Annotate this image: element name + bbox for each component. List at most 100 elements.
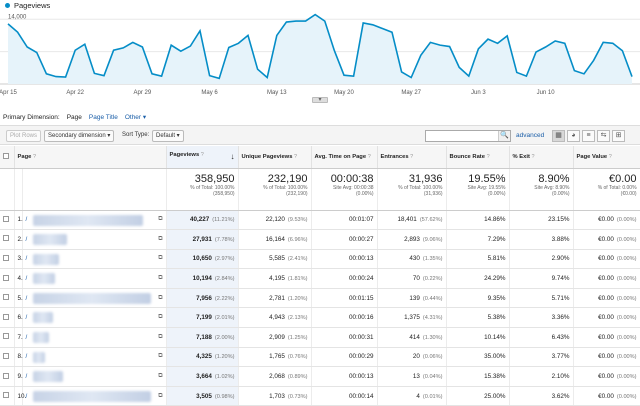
page-cell[interactable]: / ⧉	[22, 288, 167, 309]
advanced-filter-link[interactable]: advanced	[516, 132, 545, 139]
header-checkbox-cell[interactable]	[0, 146, 15, 169]
table-search-input[interactable]: 🔍	[425, 130, 511, 142]
header-exit[interactable]: % Exit ?	[509, 146, 574, 169]
page-cell[interactable]: / ⧉	[22, 229, 167, 250]
header-avg-time[interactable]: Avg. Time on Page ?	[311, 146, 378, 169]
performance-view-icon[interactable]: ≡	[582, 130, 595, 142]
help-icon[interactable]: ?	[486, 153, 490, 160]
open-page-icon[interactable]: ⧉	[158, 294, 163, 301]
table-row[interactable]: 7. / ⧉ 7,188 (2.00%) 2,909 (1.25%) 00:00:31 414(…	[0, 327, 640, 348]
row-checkbox[interactable]	[3, 254, 9, 261]
row-checkbox[interactable]	[3, 313, 9, 320]
chart-legend[interactable]: Pageviews	[5, 1, 50, 10]
page-link[interactable]: /	[25, 235, 28, 243]
header-entrances[interactable]: Entrances ?	[377, 146, 447, 169]
help-icon[interactable]: ?	[32, 153, 37, 160]
search-icon[interactable]: 🔍	[498, 131, 510, 141]
row-checkbox-cell[interactable]	[0, 386, 15, 406]
page-cell[interactable]: / ⧉	[22, 249, 167, 270]
data-view-icon[interactable]: ▦	[552, 130, 565, 142]
row-checkbox[interactable]	[3, 235, 9, 242]
open-page-icon[interactable]: ⧉	[158, 255, 163, 262]
comparison-view-icon[interactable]: ⇆	[597, 130, 610, 142]
page-cell[interactable]: / ⧉	[22, 366, 167, 387]
help-icon[interactable]: ?	[294, 153, 298, 160]
row-checkbox[interactable]	[3, 274, 9, 281]
page-cell[interactable]: / ⧉	[22, 347, 167, 368]
page-link[interactable]: /	[25, 353, 28, 361]
help-icon[interactable]: ?	[531, 153, 535, 160]
row-checkbox[interactable]	[3, 352, 9, 359]
table-row[interactable]: 4. / ⧉ 10,194 (2.84%) 4,195 (1.81%) 00:00:24 70(…	[0, 268, 640, 289]
page-cell[interactable]: / ⧉	[22, 386, 167, 406]
open-page-icon[interactable]: ⧉	[158, 216, 163, 223]
table-row[interactable]: 6. / ⧉ 7,199 (2.01%) 4,943 (2.13%) 00:00:16 1,37…	[0, 307, 640, 329]
table-row[interactable]: 1. / ⧉ 40,227 (11.21%) 22,120 (9.53%) 00:01:07 1…	[0, 210, 640, 231]
table-row[interactable]: 8. / ⧉ 4,325 (1.20%) 1,765 (0.76%) 00:00:29 20 (0…	[0, 347, 640, 368]
table-row[interactable]: 10. / ⧉ 3,505 (0.98%) 1,703 (0.73%) 00:00:14 4 (0…	[0, 386, 640, 406]
pageviews-value: 7,188	[196, 333, 212, 341]
page-link[interactable]: /	[25, 333, 28, 341]
table-row[interactable]: 2. / ⧉ 27,931 (7.78%) 16,164 (6.96%) 00:00:27 2,…	[0, 229, 640, 250]
page-link[interactable]: /	[25, 216, 28, 224]
row-checkbox-cell[interactable]	[0, 268, 15, 289]
page-cell[interactable]: / ⧉	[22, 327, 167, 348]
plot-rows-button[interactable]: Plot Rows	[6, 130, 42, 142]
help-icon[interactable]: ?	[200, 152, 204, 159]
row-checkbox[interactable]	[3, 333, 9, 340]
row-checkbox-cell[interactable]	[0, 229, 15, 250]
help-icon[interactable]: ?	[410, 153, 414, 160]
redacted-page-path	[32, 390, 151, 402]
select-all-checkbox[interactable]	[3, 152, 9, 159]
header-page[interactable]: Page ?	[14, 146, 167, 169]
page-link[interactable]: /	[25, 294, 28, 302]
table-row[interactable]: 9. / ⧉ 3,664 (1.02%) 2,068 (0.89%) 00:00:13 13 (0…	[0, 366, 640, 387]
page-link[interactable]: /	[25, 314, 28, 322]
row-checkbox-cell[interactable]	[0, 327, 15, 348]
open-page-icon[interactable]: ⧉	[158, 353, 163, 360]
open-page-icon[interactable]: ⧉	[158, 314, 163, 321]
open-page-icon[interactable]: ⧉	[158, 235, 163, 242]
chart-expand-handle[interactable]: ▾	[312, 97, 328, 103]
page-link[interactable]: /	[25, 275, 28, 283]
header-bounce-rate[interactable]: Bounce Rate ?	[446, 146, 510, 169]
row-number: 6.	[14, 307, 23, 329]
row-checkbox[interactable]	[3, 392, 9, 399]
pivot-view-icon[interactable]: ⊞	[612, 130, 625, 142]
row-checkbox-cell[interactable]	[0, 307, 15, 329]
row-checkbox[interactable]	[3, 294, 9, 301]
row-checkbox-cell[interactable]	[0, 210, 15, 231]
primary-dimension-label: Primary Dimension:	[3, 113, 60, 121]
dimension-page[interactable]: Page	[66, 113, 82, 121]
row-checkbox[interactable]	[3, 215, 9, 222]
page-link[interactable]: /	[25, 255, 28, 263]
dimension-page-title[interactable]: Page Title	[88, 113, 118, 121]
row-checkbox-cell[interactable]	[0, 366, 15, 387]
page-link[interactable]: /	[25, 373, 28, 381]
dimension-other-dropdown[interactable]: Other ▾	[124, 114, 147, 121]
row-checkbox-cell[interactable]	[0, 288, 15, 309]
sort-descending-icon[interactable]: ↓	[230, 152, 235, 162]
percentage-view-icon[interactable]: ◕	[567, 130, 580, 142]
page-cell[interactable]: / ⧉	[22, 210, 167, 231]
sort-type-dropdown[interactable]: Default ▾	[152, 130, 184, 142]
table-row[interactable]: 5. / ⧉ 7,956 (2.22%) 2,781 (1.20%) 00:01:15 139(…	[0, 288, 640, 309]
open-page-icon[interactable]: ⧉	[158, 392, 163, 399]
open-page-icon[interactable]: ⧉	[158, 333, 163, 340]
header-page-value[interactable]: Page Value ?	[573, 146, 640, 169]
open-page-icon[interactable]: ⧉	[158, 373, 163, 380]
row-checkbox-cell[interactable]	[0, 347, 15, 368]
header-pageviews[interactable]: Pageviews ? ↓	[166, 146, 239, 169]
page-cell[interactable]: / ⧉	[22, 307, 167, 329]
open-page-icon[interactable]: ⧉	[158, 275, 163, 282]
page-link[interactable]: /	[25, 392, 28, 400]
help-icon[interactable]: ?	[367, 153, 371, 160]
page-cell[interactable]: / ⧉	[22, 268, 167, 289]
row-checkbox[interactable]	[3, 372, 9, 379]
table-row[interactable]: 3. / ⧉ 10,650 (2.97%) 5,585 (2.41%) 00:00:13 430…	[0, 249, 640, 270]
row-checkbox-cell[interactable]	[0, 249, 15, 270]
header-unique-pageviews[interactable]: Unique Pageviews ?	[238, 146, 312, 169]
secondary-dimension-dropdown[interactable]: Secondary dimension ▾	[44, 130, 115, 142]
help-icon[interactable]: ?	[608, 153, 612, 160]
